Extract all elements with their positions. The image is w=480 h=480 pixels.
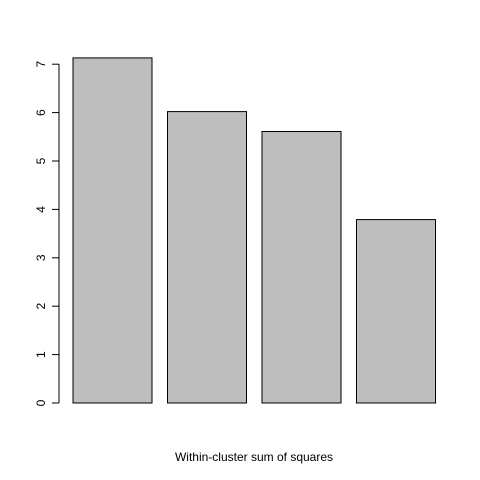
- bars-group: [72, 57, 436, 404]
- bar-1: [72, 57, 153, 404]
- bar-4: [356, 219, 436, 404]
- x-axis-label: Within-cluster sum of squares: [175, 450, 333, 464]
- y-axis: 0 1 2 3 4 5 6 7: [34, 61, 60, 406]
- y-tick-label-7: 7: [34, 61, 48, 68]
- y-tick-label-2: 2: [34, 303, 48, 310]
- y-tick-label-0: 0: [34, 399, 48, 406]
- y-tick-label-6: 6: [34, 109, 48, 116]
- y-tick-label-5: 5: [34, 157, 48, 164]
- y-tick-label-4: 4: [34, 206, 48, 213]
- bar-2: [167, 111, 247, 404]
- y-tick-label-1: 1: [34, 351, 48, 358]
- y-tick-label-3: 3: [34, 254, 48, 261]
- bar-3: [261, 131, 342, 404]
